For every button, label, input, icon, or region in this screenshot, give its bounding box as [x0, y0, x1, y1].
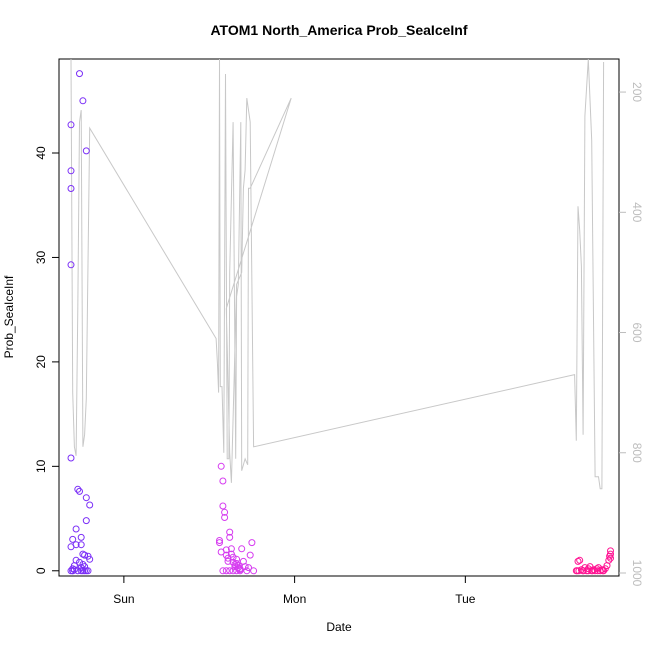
- data-point: [77, 541, 85, 549]
- data-point: [67, 121, 75, 129]
- data-point: [81, 551, 89, 559]
- data-point: [607, 547, 614, 555]
- pressure-line-series: [70, 59, 605, 490]
- data-point: [233, 567, 241, 575]
- y-axis-label: Prob_SeaIceInf: [2, 275, 16, 358]
- data-point: [594, 567, 602, 575]
- y-axis-left: 0 10 20 30 40: [34, 146, 59, 574]
- data-point: [226, 528, 234, 536]
- data-point: [69, 535, 77, 543]
- data-point: [229, 567, 237, 575]
- y-tick-label: 30: [34, 250, 48, 264]
- y-axis-right: 200 400 600 800 1000: [619, 82, 644, 587]
- data-point: [589, 567, 596, 575]
- data-point: [605, 556, 613, 564]
- data-point: [67, 167, 75, 175]
- data-point: [229, 553, 237, 561]
- y2-tick-label: 400: [630, 202, 644, 222]
- plot-frame: [58, 58, 620, 577]
- data-point: [226, 533, 234, 541]
- data-point: [77, 533, 85, 541]
- data-point: [79, 97, 87, 105]
- data-point: [221, 508, 229, 516]
- y-tick-label: 40: [34, 146, 48, 160]
- data-point: [67, 454, 75, 462]
- data-point: [245, 564, 252, 572]
- y2-tick-label: 800: [630, 443, 644, 463]
- data-point: [219, 477, 227, 485]
- data-point: [72, 541, 80, 549]
- data-point: [72, 525, 80, 533]
- data-point: [82, 494, 90, 502]
- data-point: [607, 550, 614, 558]
- data-point: [224, 557, 232, 565]
- y2-tick-label: 200: [630, 82, 644, 102]
- x-tick-label: Sun: [113, 592, 134, 606]
- data-point: [607, 554, 614, 562]
- data-point: [233, 560, 241, 567]
- data-point: [86, 555, 94, 563]
- data-point: [216, 537, 223, 544]
- data-point: [575, 567, 583, 575]
- y2-tick-label: 1000: [630, 560, 644, 587]
- data-point: [76, 487, 83, 495]
- data-point: [584, 567, 592, 575]
- data-point: [77, 564, 85, 572]
- data-point: [241, 563, 249, 571]
- data-point: [72, 556, 80, 564]
- y-tick-label: 0: [34, 567, 48, 574]
- y2-tick-label: 600: [630, 323, 644, 343]
- data-point: [76, 70, 83, 78]
- data-point: [233, 555, 241, 563]
- data-point: [579, 567, 587, 575]
- y-tick-label: 10: [34, 459, 48, 473]
- x-tick-label: Tue: [455, 592, 476, 606]
- data-point: [226, 567, 234, 575]
- data-point: [222, 567, 230, 575]
- data-point: [221, 514, 229, 521]
- plot-area: [67, 59, 614, 575]
- data-point: [574, 557, 582, 565]
- data-point: [224, 554, 232, 562]
- data-point: [67, 261, 75, 269]
- data-point: [598, 566, 606, 574]
- x-axis: Sun Mon Tue: [113, 576, 476, 606]
- data-point: [84, 567, 92, 575]
- data-point: [86, 501, 94, 509]
- data-point: [576, 556, 584, 564]
- data-point: [222, 546, 230, 554]
- data-point: [246, 551, 254, 559]
- data-point: [82, 517, 90, 525]
- data-point: [248, 539, 256, 547]
- data-point: [216, 539, 223, 547]
- data-point: [227, 545, 235, 553]
- data-point: [219, 567, 227, 575]
- data-point: [217, 462, 225, 470]
- data-point: [74, 485, 82, 493]
- data-point: [250, 567, 258, 575]
- data-point: [236, 567, 244, 575]
- data-point: [219, 502, 227, 510]
- data-point: [82, 147, 90, 155]
- data-point: [599, 567, 607, 575]
- data-point: [69, 567, 77, 575]
- data-point: [67, 185, 75, 192]
- data-point: [238, 545, 246, 553]
- x-tick-label: Mon: [283, 592, 306, 606]
- data-point: [70, 566, 78, 574]
- x-axis-label: Date: [326, 620, 352, 634]
- y-tick-label: 20: [34, 355, 48, 369]
- chart-title: ATOM1 North_America Prob_SeaIceInf: [210, 22, 467, 38]
- data-point: [81, 563, 89, 571]
